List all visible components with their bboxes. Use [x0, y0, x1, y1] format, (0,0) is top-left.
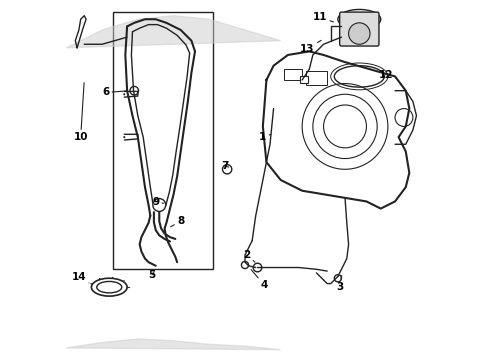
Text: 10: 10: [74, 83, 88, 142]
Bar: [113, 12, 213, 269]
Text: 13: 13: [300, 40, 321, 54]
Text: 9: 9: [152, 197, 164, 207]
Circle shape: [242, 261, 248, 269]
Text: 1: 1: [259, 132, 271, 142]
Polygon shape: [66, 16, 281, 48]
Circle shape: [153, 199, 166, 211]
Text: 3: 3: [336, 276, 343, 292]
Text: 8: 8: [171, 216, 184, 227]
Bar: [306, 71, 327, 85]
FancyBboxPatch shape: [340, 12, 379, 46]
Circle shape: [222, 165, 232, 174]
Text: 11: 11: [313, 13, 334, 22]
Ellipse shape: [338, 9, 381, 29]
Circle shape: [130, 86, 139, 95]
Polygon shape: [66, 339, 281, 350]
Bar: [300, 76, 308, 83]
Circle shape: [334, 275, 342, 282]
Text: 12: 12: [379, 69, 393, 80]
Circle shape: [348, 23, 370, 44]
Text: 4: 4: [251, 270, 269, 291]
Circle shape: [253, 263, 262, 272]
Text: 14: 14: [72, 272, 89, 283]
Bar: [284, 69, 302, 80]
Text: 7: 7: [221, 161, 229, 171]
Text: 5: 5: [148, 270, 156, 280]
Text: 2: 2: [243, 250, 255, 262]
Text: 6: 6: [102, 87, 127, 98]
